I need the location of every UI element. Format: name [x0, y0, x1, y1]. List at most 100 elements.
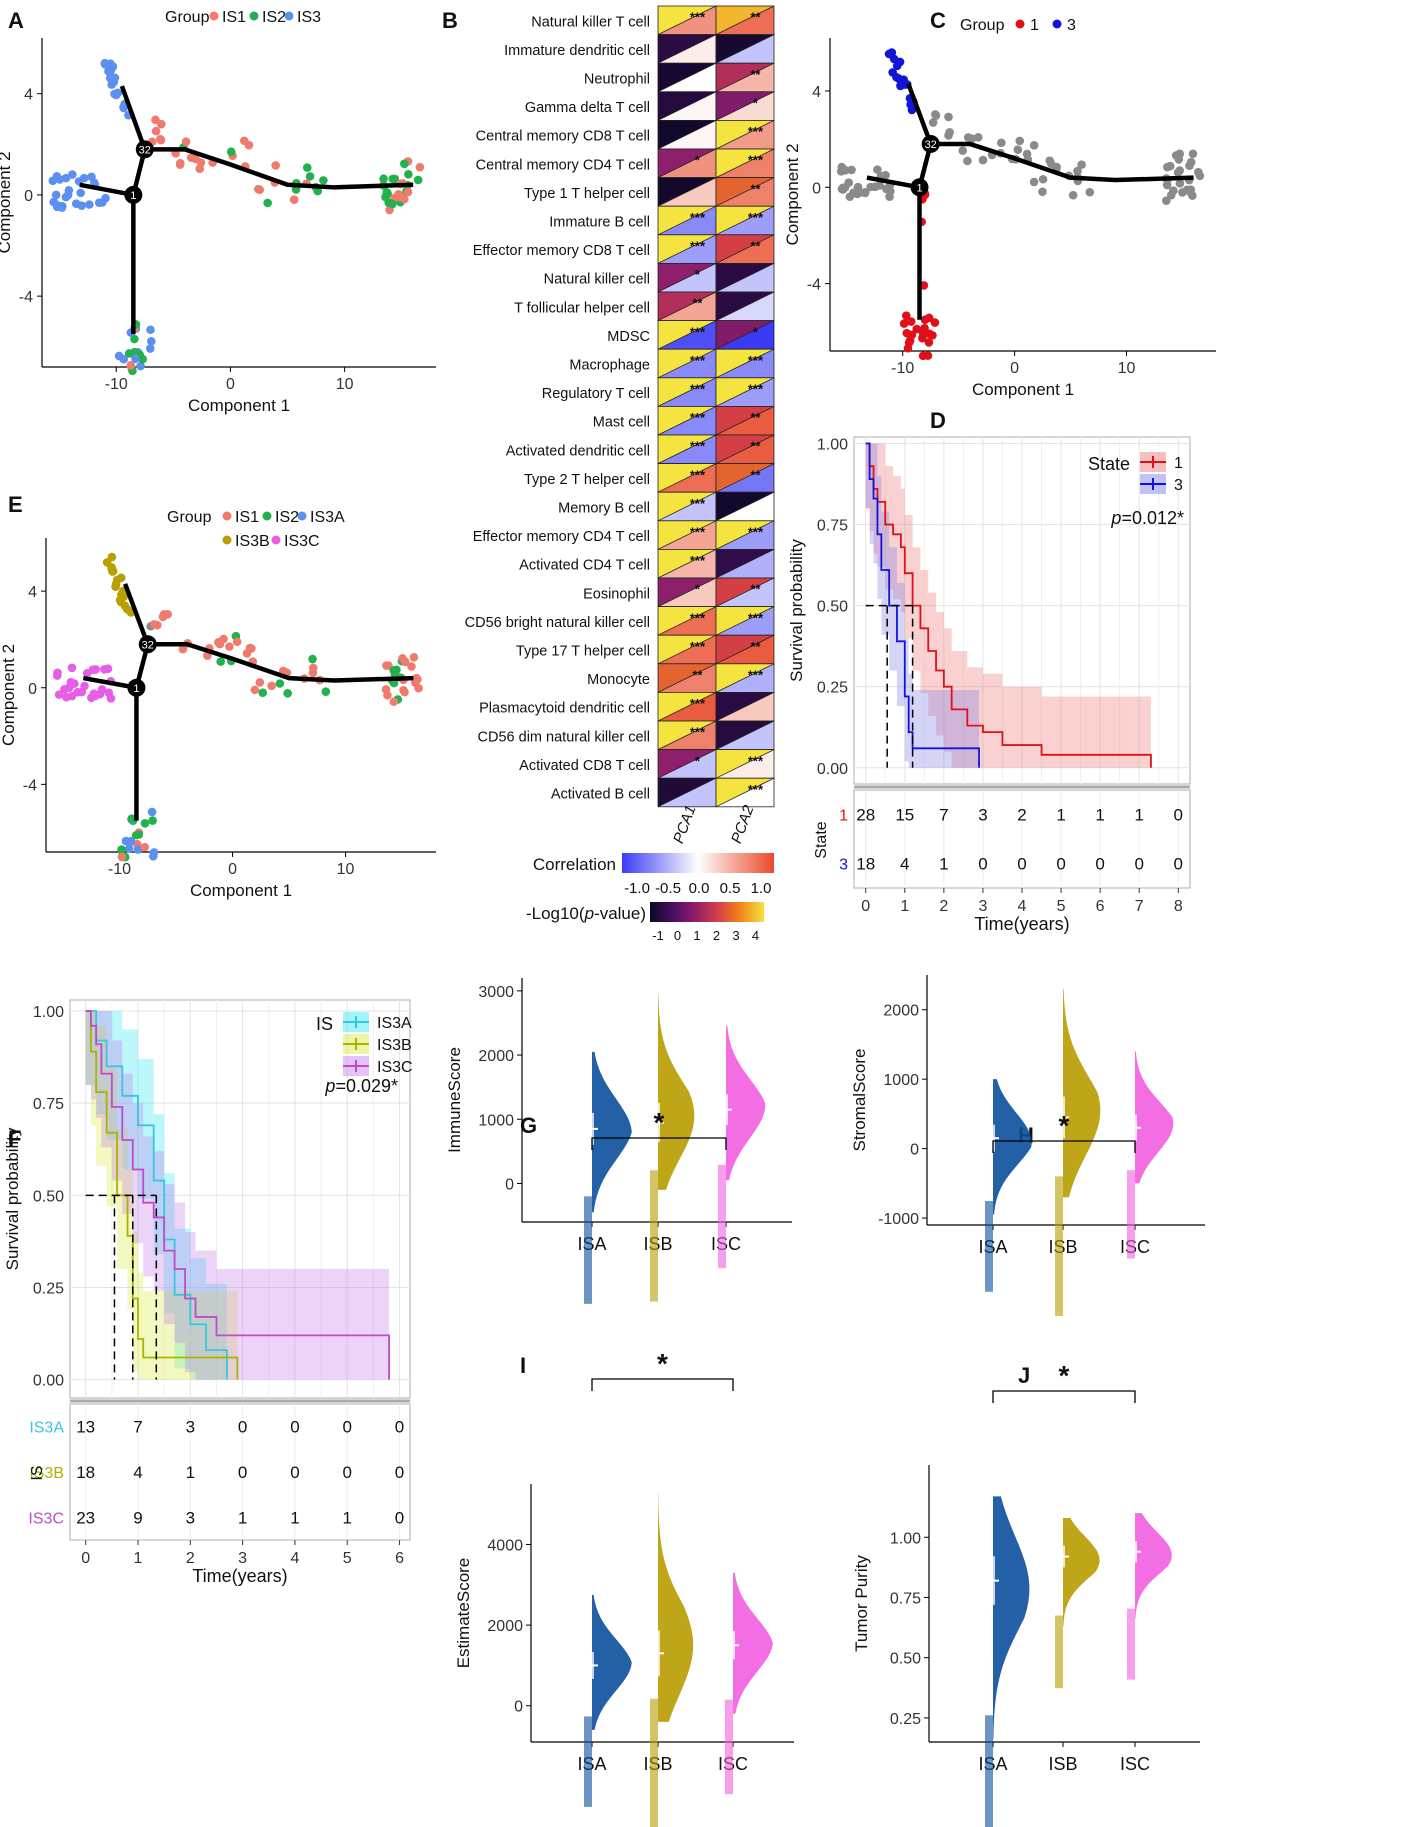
data-point [415, 162, 425, 172]
y-tick-label: -4 [23, 777, 37, 794]
corr-legend-title: Correlation [533, 855, 616, 874]
x-tick-label: -10 [891, 360, 914, 377]
branch-node-label: 1 [916, 182, 922, 194]
heatmap-cell-diagonal [715, 62, 775, 93]
y-axis-title: Survival probability [3, 1127, 22, 1270]
data-point [255, 185, 264, 195]
significance-mark: ** [750, 410, 761, 425]
data-point [308, 663, 318, 673]
data-point [1188, 149, 1198, 159]
data-point [80, 681, 89, 691]
data-point [111, 582, 120, 592]
data-point [407, 662, 416, 671]
corr-legend-tick: 1.0 [751, 880, 772, 897]
risk-table-value: 0 [290, 1418, 299, 1437]
risk-table-value: 2 [1017, 806, 1026, 825]
legend-label: IS3B [377, 1037, 412, 1054]
y-tick-label: -4 [807, 277, 821, 294]
legend-label: 3 [1067, 17, 1076, 34]
significance-mark: * [753, 96, 759, 111]
x-tick-label: 6 [395, 1550, 404, 1567]
significance-bracket [591, 1378, 734, 1391]
heatmap-cell-diagonal [657, 148, 717, 178]
heatmap-cell-border [715, 777, 775, 808]
risk-table-value: 1 [1056, 806, 1065, 825]
significance-mark: *** [748, 525, 764, 540]
violin-jitter [985, 1715, 993, 1827]
branch-node [135, 140, 154, 159]
data-point [383, 189, 392, 198]
significance-mark: *** [690, 496, 706, 511]
logp-title-prefix: -Log10( [526, 904, 585, 923]
violin-panel-i: 020004000EstimateScoreISAISBISC* [454, 1348, 794, 1827]
heatmap-row-label: Mast cell [593, 415, 650, 431]
data-point [138, 354, 148, 364]
data-point [901, 311, 911, 320]
violin-jitter [650, 1170, 658, 1302]
data-point [1182, 185, 1192, 195]
corr-colorbar [622, 853, 774, 873]
y-tick-label: 0.75 [33, 1096, 64, 1113]
y-tick-label: 2000 [487, 1618, 523, 1635]
risk-table-value: 7 [939, 806, 948, 825]
risk-table-value: 1 [939, 855, 948, 874]
data-point [319, 176, 328, 185]
violin-body [1063, 988, 1101, 1198]
x-tick-label: 2 [939, 898, 948, 915]
data-point [100, 665, 109, 674]
km-panel-f: 0.000.250.500.751.000 1 2 3 4 5 613 7 3 0 0 0 0IS3A1… [3, 999, 413, 1586]
data-point [978, 155, 988, 165]
heatmap-row-label: CD56 bright natural killer cell [465, 615, 650, 631]
data-point [920, 315, 930, 325]
significance-star: * [657, 1348, 668, 1379]
legend-marker [222, 535, 232, 545]
legend-title: Group [960, 17, 1005, 34]
legend-marker [271, 535, 281, 545]
legend-marker [262, 511, 272, 521]
heatmap-row-label: Effector memory CD4 T cell [473, 529, 650, 545]
data-point [255, 678, 265, 687]
significance-mark: *** [748, 153, 764, 168]
y-axis-title: Tumor Purity [852, 1555, 871, 1652]
data-point [313, 186, 322, 196]
significance-mark: ** [692, 668, 703, 683]
risk-table-value: 9 [133, 1508, 142, 1527]
legend-marker [1015, 19, 1025, 29]
risk-table-value: 0 [978, 855, 987, 874]
p-value-text: =0.029* [335, 1076, 398, 1096]
data-point [148, 816, 157, 825]
data-point [924, 338, 934, 347]
y-tick-label: 0.75 [817, 518, 848, 535]
x-tick-label: 3 [978, 898, 987, 915]
significance-mark: *** [690, 353, 706, 368]
heatmap-cell-diagonal [715, 749, 775, 779]
trajectory-branch [930, 141, 1194, 183]
data-point [302, 163, 312, 172]
logp-legend-tick: 4 [752, 928, 759, 943]
data-point [1029, 177, 1039, 187]
x-axis-title: Time(years) [192, 1566, 287, 1586]
data-point [124, 349, 134, 358]
violin-body [993, 1496, 1030, 1740]
trajectory-panel-c: -10 0 10 -4 0 4 Component 1 Component 2 32 1 [783, 38, 1216, 399]
heatmap-cell-diagonal [657, 663, 717, 693]
data-point [896, 81, 905, 91]
data-point [151, 126, 161, 136]
heatmap-cell-diagonal [715, 148, 775, 178]
significance-mark: *** [690, 210, 706, 225]
legend-label: IS3A [310, 509, 345, 526]
data-point [384, 198, 394, 207]
x-tick-label: 0 [1010, 360, 1019, 377]
data-point [106, 694, 116, 703]
significance-mark: ** [750, 10, 761, 25]
data-point [216, 657, 226, 666]
data-point [156, 135, 166, 145]
heatmap-cell-diagonal [657, 406, 717, 436]
branch-node-label: 1 [130, 190, 136, 202]
significance-mark: *** [690, 610, 706, 625]
heatmap-cell-diagonal [715, 520, 775, 550]
data-point [87, 172, 96, 182]
survival-curve [85, 1010, 228, 1380]
x-axis-title: Component 1 [972, 380, 1074, 399]
